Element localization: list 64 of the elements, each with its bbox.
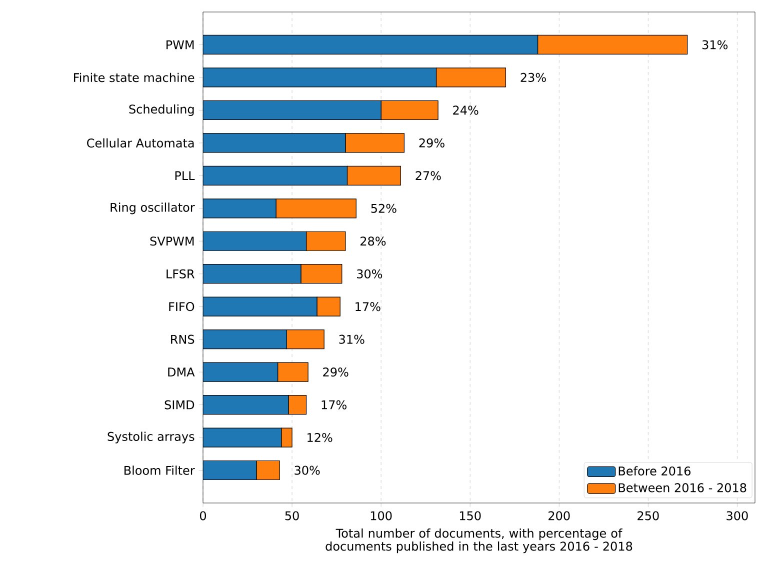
x-tick-label: 100 xyxy=(370,511,392,520)
y-tick-label: FIFO xyxy=(169,302,194,312)
bar xyxy=(203,198,276,218)
annotation: 24% xyxy=(453,106,478,115)
x-tick-label: 50 xyxy=(285,511,299,520)
x-axis-title: Total number of documents, with percentage of documents published in the last years 2016 - 2018 xyxy=(326,528,632,554)
bar xyxy=(203,231,307,251)
bar xyxy=(203,330,287,350)
bar xyxy=(345,133,405,153)
y-tick-label: LFSR xyxy=(166,269,194,278)
annotation: 27% xyxy=(416,171,441,180)
bar xyxy=(316,296,340,316)
bar xyxy=(436,68,506,88)
y-tick-label: PLL xyxy=(175,171,195,180)
annotation: 29% xyxy=(419,138,444,148)
y-tick-label: Systolic arrays xyxy=(108,432,194,444)
y-tick-label: RNS xyxy=(171,334,194,344)
annotation: 31% xyxy=(702,40,728,50)
bar xyxy=(300,264,342,284)
bar xyxy=(286,330,324,350)
annotation: 28% xyxy=(360,236,386,246)
x-tick-label: 0 xyxy=(200,511,206,520)
annotation: 17% xyxy=(356,302,380,312)
bar xyxy=(203,428,282,448)
bar xyxy=(380,100,438,120)
x-tick-label: 150 xyxy=(460,511,481,520)
bar xyxy=(281,428,292,448)
y-tick-label: PWM xyxy=(166,40,194,50)
annotation: 29% xyxy=(323,368,348,377)
bar xyxy=(203,166,348,186)
annotation: 30% xyxy=(294,466,320,475)
legend-label: Before 2016 xyxy=(618,466,690,476)
bar xyxy=(276,198,356,218)
bar xyxy=(306,231,346,251)
legend-label: Between 2016 - 2018 xyxy=(618,483,746,492)
bar xyxy=(203,68,437,88)
x-tick-label: 200 xyxy=(548,511,570,520)
annotation: 17% xyxy=(322,400,346,410)
bar xyxy=(203,362,278,382)
bar xyxy=(203,34,538,55)
bar xyxy=(277,362,308,382)
y-tick-label: Ring oscillator xyxy=(110,202,195,214)
y-tick-label: SIMD xyxy=(164,400,194,410)
annotation: 52% xyxy=(371,204,396,213)
annotation: 30% xyxy=(357,269,382,278)
bar xyxy=(203,100,382,120)
bar xyxy=(203,394,289,415)
bar xyxy=(203,296,318,316)
bar xyxy=(203,264,302,284)
y-tick-label: Bloom Filter xyxy=(124,466,195,475)
annotation: 31% xyxy=(339,334,364,344)
annotation: 12% xyxy=(308,432,332,442)
bar xyxy=(346,166,401,186)
y-tick-label: Cellular Automata xyxy=(87,138,194,148)
x-tick-label: 250 xyxy=(638,511,659,520)
bar xyxy=(203,460,257,480)
y-tick-label: SVPWM xyxy=(150,236,194,246)
bar xyxy=(203,133,346,153)
bar xyxy=(288,394,307,415)
y-tick-label: Finite state machine xyxy=(74,72,194,82)
annotation: 23% xyxy=(520,72,546,82)
y-tick-label: Scheduling xyxy=(129,104,194,116)
y-tick-label: DMA xyxy=(168,368,195,376)
x-tick-label: 300 xyxy=(726,511,748,520)
